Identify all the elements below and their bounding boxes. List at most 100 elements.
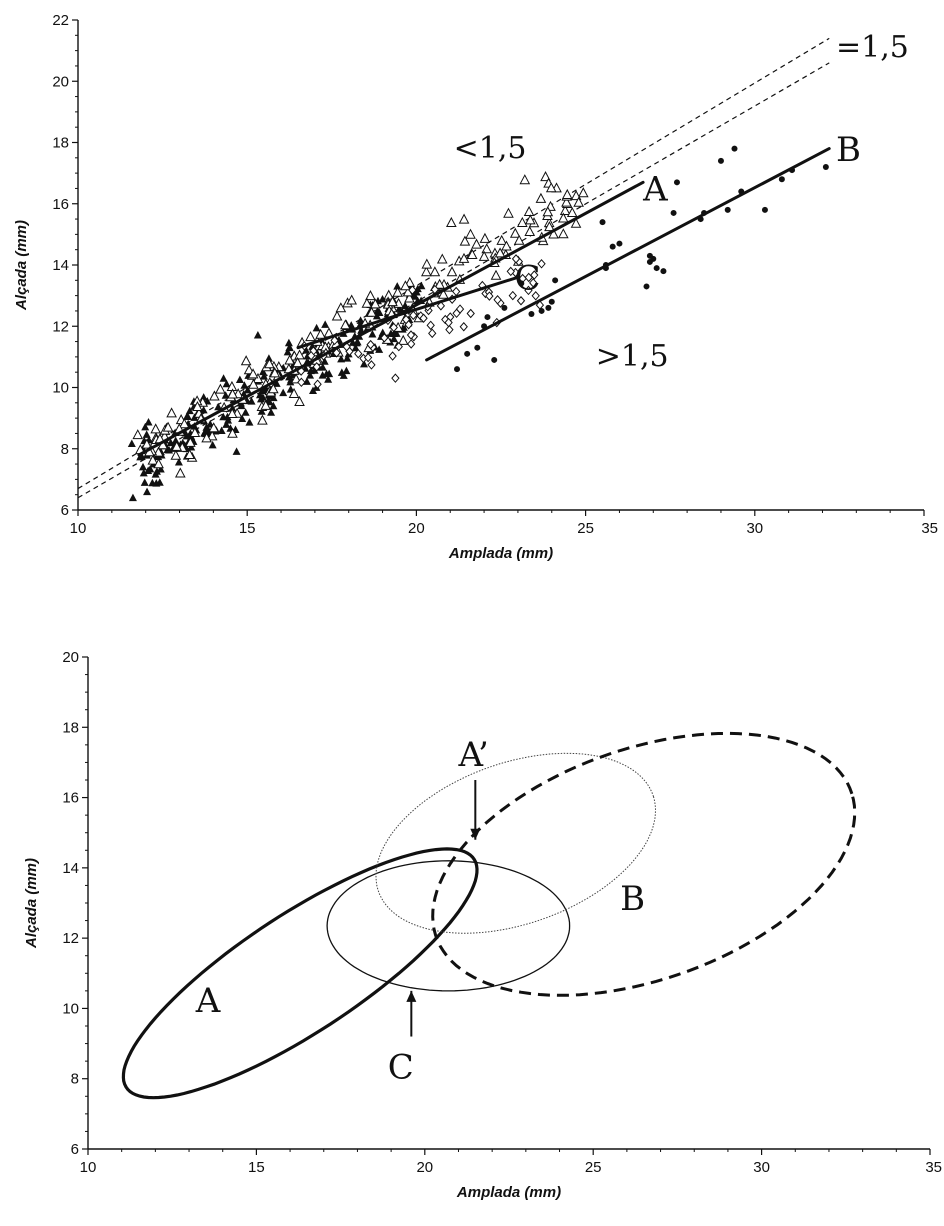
data-point-filled-triangle (417, 281, 426, 290)
data-point-open-diamond (452, 308, 461, 319)
data-point-filled-triangle (360, 359, 369, 368)
data-point-open-triangle (215, 383, 226, 394)
data-point-filled-triangle (156, 464, 165, 473)
data-point-open-triangle (294, 349, 305, 360)
data-point-filled-triangle (312, 323, 321, 332)
annotation-label: B (836, 130, 861, 170)
x-tick-label: 35 (921, 520, 938, 537)
data-point-open-triangle (170, 449, 182, 460)
annotation-label: A (642, 170, 668, 210)
data-point-open-triangle (548, 228, 559, 239)
ellipse-A’ (375, 752, 657, 934)
x-tick-label: 30 (753, 1159, 770, 1176)
data-point-open-triangle (209, 390, 220, 401)
data-point-filled-triangle (238, 414, 247, 422)
data-point-open-diamond (451, 286, 461, 297)
data-point-filled-triangle (140, 478, 149, 486)
ellipse-C (326, 860, 571, 992)
annotation-arrow-head (470, 828, 481, 840)
data-point-open-diamond (394, 341, 403, 352)
data-point-open-triangle (340, 319, 351, 330)
data-point-filled-circle (731, 145, 738, 152)
annotation-label: A (195, 981, 221, 1021)
data-point-open-triangle (392, 286, 403, 297)
data-point-open-triangle (248, 378, 259, 389)
data-point-open-triangle (540, 171, 551, 182)
ellipse-B (431, 731, 857, 997)
x-axis-title: Amplada (mm) (456, 1184, 561, 1201)
data-point-filled-circle (538, 307, 545, 314)
data-point-open-triangle (184, 448, 195, 460)
data-point-open-triangle (458, 213, 470, 224)
data-point-open-triangle (267, 383, 279, 394)
data-point-filled-triangle (148, 478, 157, 487)
data-point-filled-triangle (285, 343, 294, 352)
data-point-filled-triangle (386, 329, 395, 337)
data-point-filled-triangle (392, 329, 401, 337)
data-point-open-triangle (542, 206, 554, 217)
data-point-open-triangle (162, 421, 174, 432)
data-point-filled-circle (646, 252, 653, 259)
data-point-open-diamond (537, 259, 546, 269)
x-tick-label: 10 (80, 1159, 97, 1176)
fit-line-C (296, 275, 520, 350)
data-point-filled-triangle (222, 420, 231, 428)
data-point-open-triangle (185, 436, 196, 447)
reference-line (77, 62, 830, 499)
data-point-filled-triangle (306, 371, 315, 379)
y-tick-label: 18 (52, 135, 69, 152)
data-point-filled-triangle (395, 304, 404, 312)
data-point-filled-triangle (182, 431, 191, 440)
data-point-filled-triangle (264, 354, 273, 362)
y-tick-label: 8 (71, 1071, 79, 1088)
data-point-filled-triangle (185, 406, 194, 415)
x-tick-label: 10 (70, 520, 87, 537)
data-point-open-diamond (445, 324, 454, 335)
x-tick-label: 30 (746, 520, 763, 537)
data-point-open-diamond (493, 295, 502, 305)
data-point-open-triangle (192, 400, 203, 412)
data-point-open-diamond (388, 351, 397, 361)
data-point-open-triangle (166, 407, 177, 418)
data-point-open-triangle (516, 216, 528, 227)
data-point-filled-triangle (144, 418, 153, 426)
data-point-open-triangle (227, 427, 238, 438)
data-point-filled-triangle (144, 466, 153, 475)
y-tick-label: 14 (62, 860, 79, 877)
data-point-filled-triangle (378, 294, 387, 303)
data-point-open-triangle (524, 225, 536, 237)
data-point-open-triangle (305, 331, 316, 342)
data-point-filled-triangle (199, 405, 208, 414)
data-point-filled-triangle (279, 388, 288, 397)
data-point-open-diamond (531, 291, 540, 301)
data-point-filled-triangle (253, 330, 262, 339)
data-point-open-triangle (421, 266, 432, 277)
data-point-open-diamond (506, 266, 515, 277)
data-point-open-triangle (445, 216, 457, 227)
data-point-filled-triangle (375, 308, 384, 317)
data-point-open-triangle (519, 174, 531, 185)
data-point-open-triangle (150, 423, 162, 434)
data-point-open-triangle (509, 227, 521, 238)
data-point-open-diamond (313, 379, 322, 389)
data-point-open-triangle (561, 188, 573, 199)
annotation-label: C (388, 1048, 414, 1088)
data-point-filled-triangle (368, 330, 377, 338)
data-point-open-diamond (408, 285, 417, 295)
data-point-open-triangle (434, 278, 445, 289)
data-point-filled-circle (717, 157, 724, 164)
data-point-open-triangle (260, 399, 272, 410)
data-point-open-triangle (501, 240, 512, 251)
data-point-open-triangle (481, 243, 493, 254)
data-point-open-triangle (240, 355, 252, 366)
data-point-open-triangle (206, 430, 218, 441)
data-point-open-triangle (446, 266, 458, 277)
data-point-open-triangle (559, 204, 571, 215)
data-point-open-triangle (208, 422, 220, 433)
data-point-filled-triangle (325, 369, 334, 378)
chart-panel-2: 6 8 10 12 14 16 18 20 10 15 20 25 30 35 Amplada (mm) Al… (23, 649, 942, 1201)
data-point-open-triangle (346, 294, 358, 305)
data-point-filled-triangle (232, 447, 241, 455)
data-point-open-triangle (292, 357, 303, 368)
